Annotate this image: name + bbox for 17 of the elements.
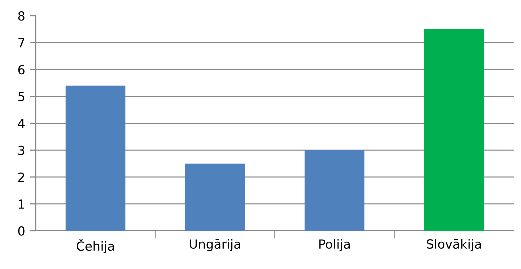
y-tick-label: 1 [19,200,24,209]
y-tick-label: 2 [18,172,24,182]
x-tick-label: Čehija [76,239,114,254]
y-tick-label: 6 [18,65,25,75]
y-tick-label: 3 [18,146,25,156]
x-tick-label: Polija [320,239,350,252]
y-tick-label: 8 [18,11,25,21]
bar [185,164,246,231]
x-tick-label: Slovākija [427,239,482,252]
bar [424,29,484,231]
y-tick-label: 4 [18,119,25,128]
y-tick-label: 7 [18,38,25,48]
x-tick-label: Ungārija [190,239,240,252]
y-tick-label: 0 [18,226,25,236]
bar [66,86,126,231]
y-tick-label: 5 [18,92,24,102]
bar [304,150,365,231]
